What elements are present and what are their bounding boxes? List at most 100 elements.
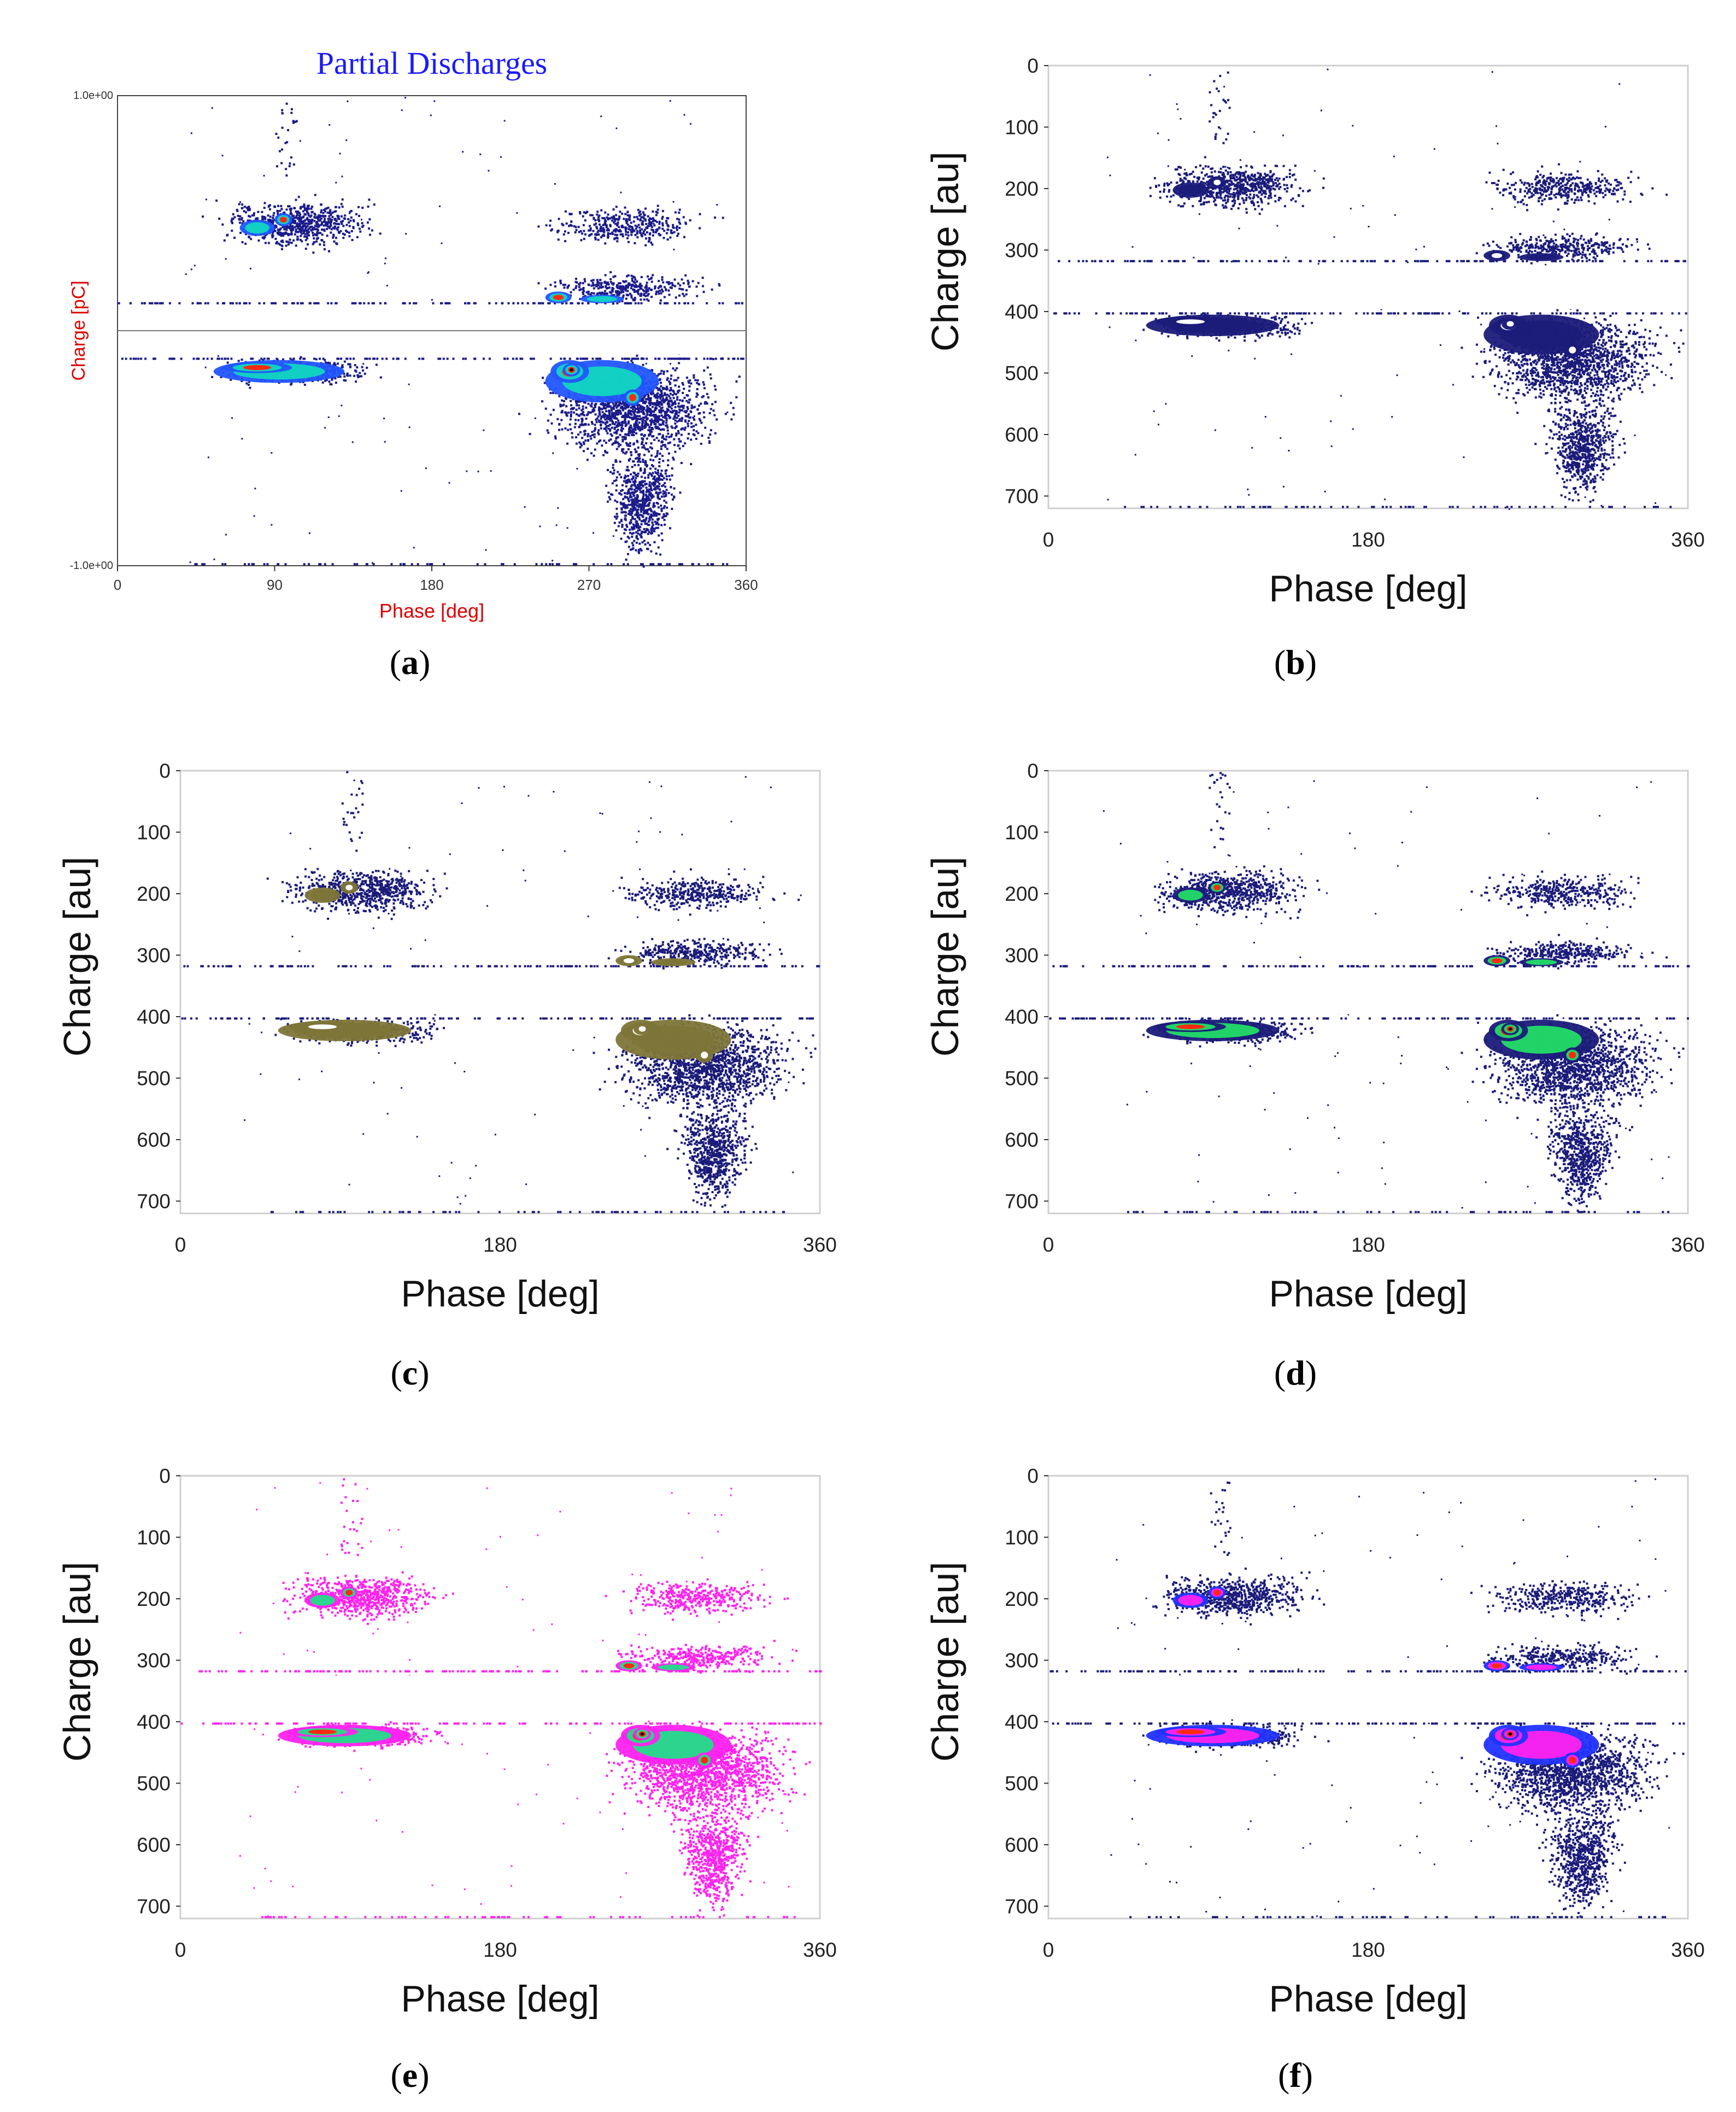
cluster-dot [631, 227, 634, 230]
cluster-dot [261, 215, 264, 218]
cluster-dot [297, 196, 300, 198]
cluster-dot [634, 281, 636, 284]
baseline-dot [670, 357, 673, 360]
cluster-dot [633, 412, 636, 415]
cluster-dot [580, 444, 583, 447]
cluster-dot [644, 237, 647, 240]
cluster-dot [635, 535, 638, 537]
cluster-dot [615, 430, 618, 432]
cluster-dot [683, 410, 686, 413]
cluster-dot [618, 421, 621, 424]
cluster-dot [625, 289, 627, 292]
cluster-dot [309, 222, 312, 225]
cluster-dot [649, 408, 652, 411]
baseline-dot [706, 357, 709, 360]
cluster-dot [360, 375, 363, 378]
cluster-dot [287, 234, 290, 237]
cluster-dot [353, 374, 356, 377]
cluster-dot [676, 234, 679, 237]
cluster-dot [661, 478, 664, 481]
cluster-dot [315, 234, 318, 237]
cluster-dot [614, 460, 617, 463]
cluster-dot [689, 398, 691, 401]
cluster-dot [658, 292, 660, 295]
cluster-dot [612, 464, 614, 466]
cluster-dot [639, 469, 642, 472]
cluster-dot [629, 214, 631, 217]
cluster-dot [595, 225, 598, 228]
cluster-dot [324, 218, 326, 220]
cluster-dot [587, 439, 590, 442]
cluster-dot [649, 423, 652, 426]
baseline-dot [263, 357, 266, 360]
cluster-dot [649, 404, 652, 407]
cluster-dot [560, 419, 563, 421]
bottom-dot [324, 563, 326, 566]
cluster-dot [323, 248, 326, 251]
cluster-dot [640, 213, 642, 216]
cluster-dot [591, 281, 594, 284]
cluster-dot [656, 452, 659, 455]
cluster-dot [658, 280, 660, 283]
cluster-dot [628, 429, 631, 432]
cluster-dot [655, 292, 658, 295]
cluster-dot [603, 413, 606, 415]
baseline-dot [1635, 260, 1638, 262]
cluster-dot [612, 414, 614, 416]
cluster-dot [368, 227, 371, 230]
cluster-dot [644, 498, 647, 501]
cluster-dot [732, 413, 735, 416]
cluster-dot [668, 282, 671, 285]
cluster-dot [624, 421, 627, 424]
cluster-dot [313, 226, 315, 229]
cluster-dot [600, 427, 602, 430]
cluster-dot [664, 491, 666, 494]
baseline-dot [506, 357, 509, 360]
cluster-dot [638, 486, 641, 489]
cluster-dot [638, 533, 641, 536]
baseline-dot [1422, 260, 1425, 262]
cluster-dot [579, 442, 582, 445]
cluster-dot [619, 444, 622, 447]
sparse-dot [441, 242, 443, 244]
cluster-dot [296, 225, 299, 228]
cluster-dot [633, 525, 636, 528]
cluster-dot [670, 229, 672, 232]
cluster-dot [675, 226, 678, 229]
cluster-dot [626, 231, 629, 234]
cluster-dot [571, 436, 574, 439]
cluster-dot [646, 497, 648, 500]
cluster-dot [280, 248, 283, 250]
cluster-dot [585, 418, 588, 420]
baseline-dot [1504, 312, 1506, 315]
cluster-dot [639, 210, 642, 213]
cluster-dot [655, 290, 658, 293]
cluster-dot [664, 444, 666, 447]
cluster-dot [570, 415, 572, 418]
cluster-dot [648, 410, 651, 413]
cluster-dot [628, 427, 631, 430]
spike-dot [285, 102, 288, 105]
cluster-dot [638, 453, 641, 456]
sparse-dot [516, 212, 518, 214]
cluster-dot [583, 401, 585, 404]
cluster-dot [670, 286, 673, 289]
cluster-dot [632, 280, 635, 283]
baseline-dot [473, 357, 476, 360]
cluster-dot [627, 448, 630, 450]
cluster-dot [329, 210, 331, 213]
cluster-dot [608, 414, 611, 417]
baseline-dot [251, 357, 254, 360]
cluster-dot [237, 360, 240, 362]
cluster-dot [601, 408, 603, 410]
cluster-dot [330, 228, 333, 231]
cluster-dot [649, 419, 652, 422]
baseline-dot [1203, 260, 1205, 262]
baseline-dot [1261, 312, 1264, 315]
cluster-dot [582, 291, 584, 294]
cluster-dot [272, 220, 274, 223]
cluster-dot [631, 484, 634, 486]
cluster-dot [598, 406, 601, 409]
sparse-dot [653, 222, 655, 225]
cluster-dot [629, 292, 632, 295]
